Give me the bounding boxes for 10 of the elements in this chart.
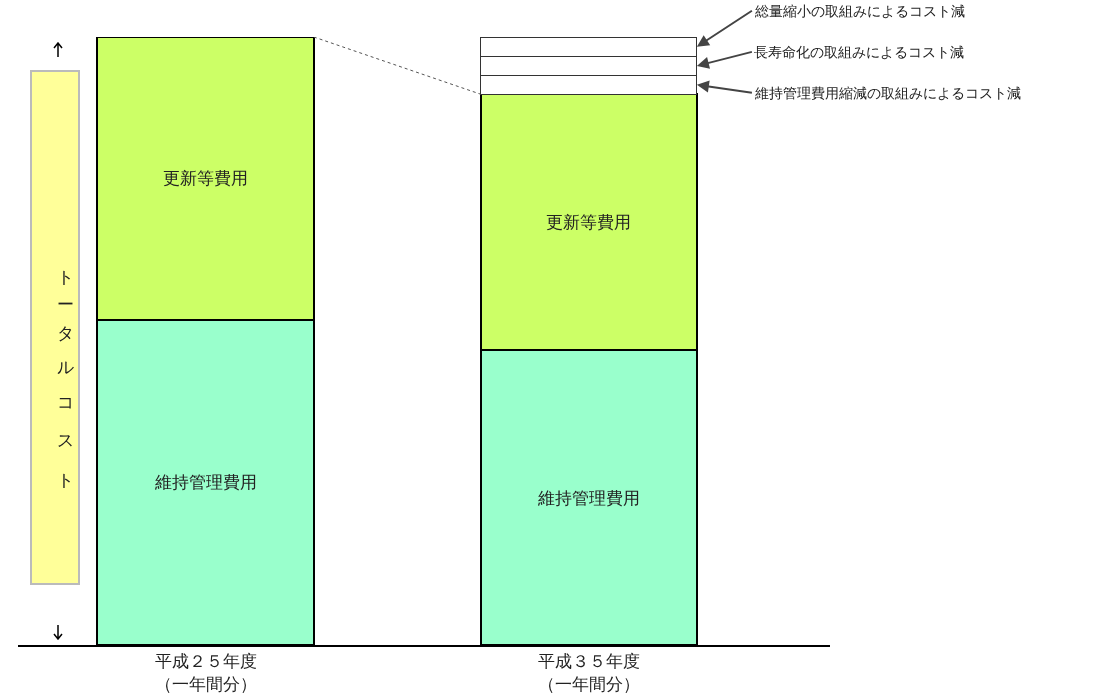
label-box: トータルコスト xyxy=(30,70,80,585)
text: 更新等費用 xyxy=(163,168,249,189)
series-label: 更新等費用 xyxy=(546,212,632,233)
text: 総量縮小の取組みによるコスト減 xyxy=(754,3,965,19)
x-tick-label: 平成２５年度（一年間分） xyxy=(154,651,257,694)
text: 維持管理費用縮減の取組みによるコスト減 xyxy=(754,85,1021,101)
x-tick-label: 平成３５年度（一年間分） xyxy=(537,651,640,694)
text: 維持管理費用 xyxy=(155,472,258,493)
text: 長寿命化の取組みによるコスト減 xyxy=(754,44,964,60)
series-label: 維持管理費用 xyxy=(537,487,641,508)
